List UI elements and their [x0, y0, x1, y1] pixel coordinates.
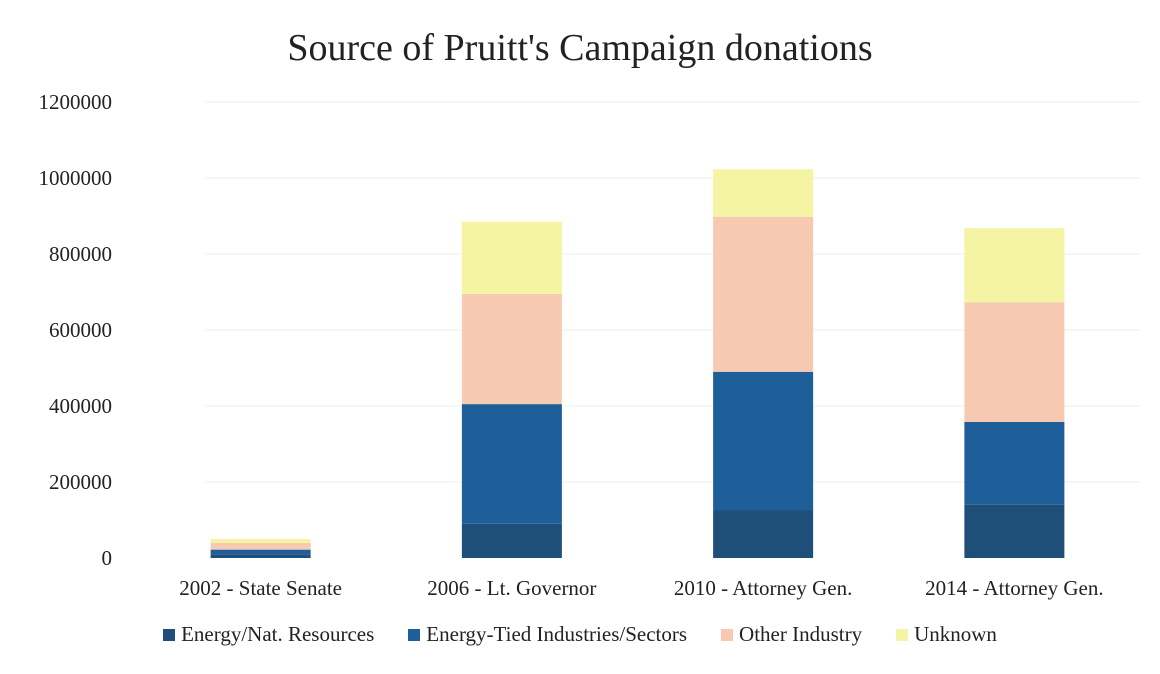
chart-title: Source of Pruitt's Campaign donations — [287, 27, 873, 69]
bar-segment — [713, 371, 814, 511]
y-tick-label: 800000 — [49, 242, 112, 266]
bar-segment — [461, 523, 562, 558]
x-tick-label: 2010 - Attorney Gen. — [674, 576, 852, 600]
bar-segment — [713, 169, 814, 217]
bar-segment — [210, 549, 311, 555]
bar-segment — [713, 510, 814, 558]
x-tick-label: 2006 - Lt. Governor — [427, 576, 596, 600]
y-tick-label: 0 — [102, 546, 113, 570]
y-tick-label: 600000 — [49, 318, 112, 342]
legend-item: Other Industry — [721, 622, 862, 647]
bar-segment — [964, 228, 1065, 303]
bar-segment — [210, 539, 311, 543]
legend-swatch — [163, 628, 176, 641]
legend-swatch — [896, 628, 909, 641]
bar-segment — [964, 421, 1065, 505]
legend-item: Energy-Tied Industries/Sectors — [408, 622, 687, 647]
legend-item: Unknown — [896, 622, 997, 647]
bar-segment — [210, 542, 311, 550]
legend-swatch — [721, 628, 734, 641]
y-tick-label: 200000 — [49, 470, 112, 494]
legend-label: Energy/Nat. Resources — [181, 622, 375, 646]
x-tick-label: 2014 - Attorney Gen. — [925, 576, 1103, 600]
bar-segment — [964, 302, 1065, 422]
legend-item: Energy/Nat. Resources — [163, 622, 374, 647]
legend-swatch — [408, 628, 421, 641]
y-tick-label: 1200000 — [39, 90, 113, 114]
legend-label: Unknown — [914, 622, 997, 646]
bar-segment — [461, 404, 562, 524]
bar-segment — [461, 221, 562, 294]
y-tick-label: 1000000 — [39, 166, 113, 190]
x-tick-label: 2002 - State Senate — [179, 576, 342, 600]
legend-label: Other Industry — [739, 622, 863, 646]
legend: Energy/Nat. Resources Energy-Tied Industr… — [0, 622, 1160, 647]
bar-segment — [964, 504, 1065, 558]
bar-segment — [210, 554, 311, 558]
legend-label: Energy-Tied Industries/Sectors — [426, 622, 688, 646]
y-tick-label: 400000 — [49, 394, 112, 418]
bar-segment — [461, 293, 562, 405]
bar-segment — [713, 216, 814, 372]
